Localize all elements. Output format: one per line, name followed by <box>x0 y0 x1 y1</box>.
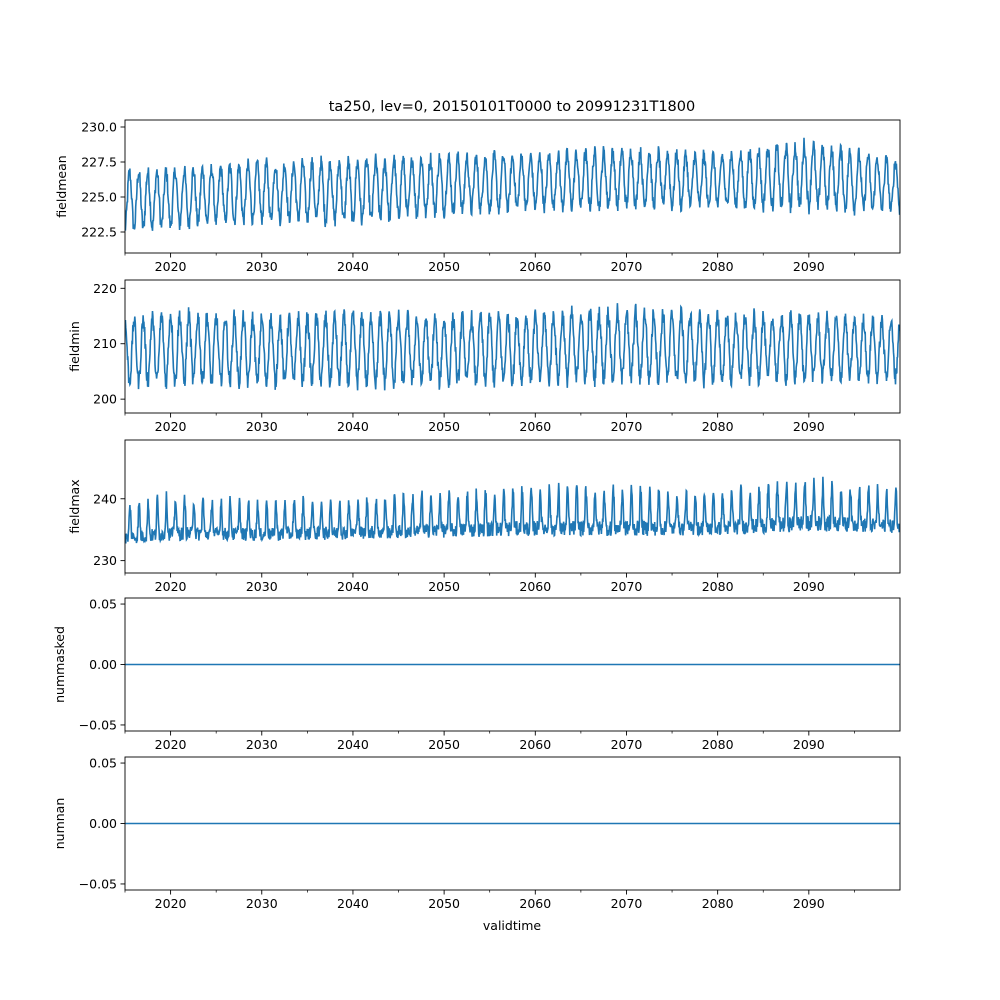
x-tick-label: 2050 <box>428 896 460 911</box>
x-tick-label: 2030 <box>246 419 278 434</box>
x-axis-label: validtime <box>483 918 541 933</box>
y-tick-label: 225.0 <box>81 190 117 205</box>
x-tick-label: 2090 <box>793 737 825 752</box>
axes-frame-fieldmax <box>124 439 901 574</box>
y-tick-label: 0.05 <box>89 756 117 771</box>
x-tick-label: 2050 <box>428 419 460 434</box>
x-tick-label: 2020 <box>155 896 187 911</box>
y-tick-label: 0.05 <box>89 597 117 612</box>
x-tick-label: 2080 <box>702 259 734 274</box>
series-line-fieldmax <box>125 476 900 544</box>
x-tick-label: 2040 <box>337 419 369 434</box>
x-tick-label: 2040 <box>337 259 369 274</box>
x-tick-label: 2020 <box>155 259 187 274</box>
y-tick-label: 220 <box>93 281 117 296</box>
x-tick-label: 2060 <box>519 259 551 274</box>
panels: 2020 2030 2040 2050 2060 2070 2080 2090 222.5 225… <box>52 119 901 911</box>
x-tick-label: 2070 <box>611 896 643 911</box>
y-tick-label: −0.05 <box>79 876 117 891</box>
x-tick-label: 2050 <box>428 579 460 594</box>
x-tick-label: 2050 <box>428 259 460 274</box>
chart-title: ta250, lev=0, 20150101T0000 to 20991231T… <box>329 99 696 115</box>
panel-fieldmax: 2020 2030 2040 2050 2060 2070 2080 2090 230 240 fi… <box>67 439 901 594</box>
panel-fieldmin: 2020 2030 2040 2050 2060 2070 2080 2090 200 210 22… <box>67 279 901 434</box>
x-tick-label: 2080 <box>702 579 734 594</box>
y-axis-label-fieldmean: fieldmean <box>54 155 69 217</box>
y-tick-label: 222.5 <box>81 225 117 240</box>
x-tick-label: 2080 <box>702 419 734 434</box>
x-tick-label: 2030 <box>246 737 278 752</box>
panel-numnan: 2020 2030 2040 2050 2060 2070 2080 2090 −0.05 0.0… <box>52 756 901 911</box>
x-tick-label: 2030 <box>246 896 278 911</box>
series-line-fieldmin <box>125 303 900 391</box>
panel-nummasked: 2020 2030 2040 2050 2060 2070 2080 2090 −0.05 0.0… <box>52 597 901 752</box>
axes-frame-fieldmin <box>124 279 901 414</box>
y-tick-label: 200 <box>93 392 117 407</box>
x-tick-label: 2060 <box>519 419 551 434</box>
x-tick-label: 2070 <box>611 419 643 434</box>
y-tick-label: 240 <box>93 491 117 506</box>
y-tick-label: 0.00 <box>89 816 117 831</box>
y-tick-label: 210 <box>93 336 117 351</box>
x-tick-label: 2090 <box>793 579 825 594</box>
axes-frame-fieldmean <box>124 119 901 254</box>
y-tick-label: −0.05 <box>79 717 117 732</box>
x-tick-label: 2070 <box>611 259 643 274</box>
series-line-fieldmean <box>125 137 900 231</box>
x-tick-label: 2090 <box>793 419 825 434</box>
y-axis-label-fieldmax: fieldmax <box>67 479 82 533</box>
x-tick-label: 2040 <box>337 896 369 911</box>
x-tick-label: 2060 <box>519 579 551 594</box>
x-tick-label: 2090 <box>793 259 825 274</box>
x-tick-label: 2050 <box>428 737 460 752</box>
y-axis-label-fieldmin: fieldmin <box>67 321 82 372</box>
x-tick-label: 2090 <box>793 896 825 911</box>
x-tick-label: 2080 <box>702 737 734 752</box>
y-axis-label-numnan: numnan <box>52 798 67 850</box>
panel-fieldmean: 2020 2030 2040 2050 2060 2070 2080 2090 222.5 225… <box>54 119 901 274</box>
x-tick-label: 2030 <box>246 259 278 274</box>
x-tick-label: 2070 <box>611 737 643 752</box>
x-tick-label: 2030 <box>246 579 278 594</box>
x-tick-label: 2040 <box>337 579 369 594</box>
y-tick-label: 230 <box>93 553 117 568</box>
x-tick-label: 2070 <box>611 579 643 594</box>
y-tick-label: 0.00 <box>89 657 117 672</box>
x-tick-label: 2060 <box>519 737 551 752</box>
y-axis-label-nummasked: nummasked <box>52 626 67 703</box>
x-tick-label: 2060 <box>519 896 551 911</box>
y-tick-label: 227.5 <box>81 155 117 170</box>
y-tick-label: 230.0 <box>81 120 117 135</box>
x-tick-label: 2040 <box>337 737 369 752</box>
x-tick-label: 2020 <box>155 737 187 752</box>
x-tick-label: 2080 <box>702 896 734 911</box>
x-tick-label: 2020 <box>155 419 187 434</box>
x-tick-label: 2020 <box>155 579 187 594</box>
